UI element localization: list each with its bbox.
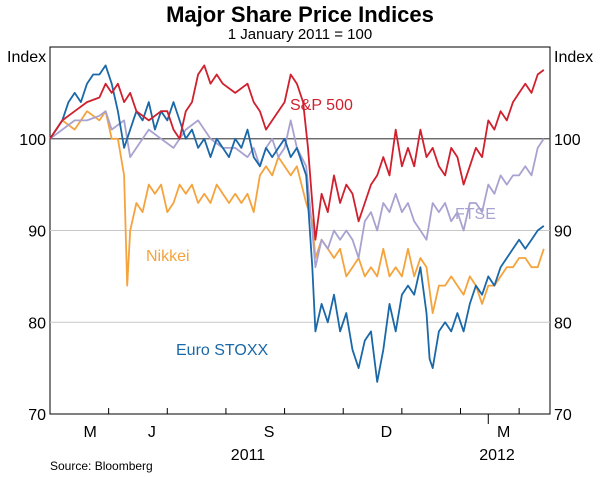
y-axis-label-left: Index: [7, 49, 46, 66]
source-note: Source: Bloomberg: [50, 459, 153, 473]
chart-title: Major Share Price Indices: [166, 2, 434, 27]
y-tick-right-80: 80: [554, 315, 572, 332]
y-axis-label-right: Index: [554, 49, 593, 66]
label-nikkei: Nikkei: [146, 248, 190, 265]
x-tick-label-0: M: [83, 424, 96, 441]
year-label-2012: 2012: [479, 447, 515, 464]
series-lines: [49, 64, 545, 383]
series-line-ftse: [49, 110, 545, 269]
y-tick-right-90: 90: [554, 224, 572, 241]
y-tick-left-90: 90: [28, 224, 46, 241]
label-ftse: FTSE: [455, 206, 496, 223]
chart-subtitle: 1 January 2011 = 100: [227, 26, 373, 43]
y-tick-left-80: 80: [28, 315, 46, 332]
gridlines: [50, 138, 550, 323]
x-tick-label-2: S: [264, 424, 275, 441]
year-label-2011: 2011: [231, 447, 266, 464]
label-euro-stoxx: Euro STOXX: [176, 342, 269, 359]
label-sp500: S&P 500: [290, 97, 353, 114]
series-line-euro-stoxx: [49, 64, 545, 383]
x-tick-label-1: J: [148, 424, 156, 441]
series-line-s-p-500: [49, 64, 545, 241]
x-tick-label-3: D: [381, 424, 393, 441]
axis-ticks: [108, 408, 520, 424]
y-tick-labels: 70 70 80 80 90 90 100 100: [19, 132, 581, 424]
y-tick-right-100: 100: [554, 132, 581, 149]
x-tick-label-4: M: [497, 424, 510, 441]
y-tick-left-100: 100: [19, 132, 46, 149]
y-tick-right-70: 70: [554, 407, 572, 424]
y-tick-left-70: 70: [28, 407, 46, 424]
